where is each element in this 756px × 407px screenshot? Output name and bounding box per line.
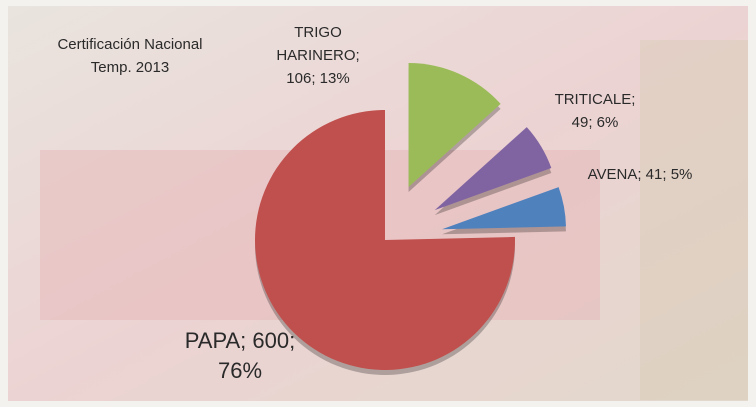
chart-title: Temp. 2013 — [91, 59, 169, 76]
data-label: TRITICALE; — [555, 91, 636, 108]
pie-slice — [255, 110, 515, 370]
data-label: AVENA; 41; 5% — [588, 166, 693, 183]
data-label: 76% — [218, 358, 262, 383]
data-label: TRIGO — [294, 24, 342, 41]
pie-slice — [442, 187, 566, 230]
chart-title: Certificación Nacional — [57, 36, 202, 53]
data-label: 106; 13% — [286, 70, 349, 87]
pie-slice — [408, 63, 501, 188]
background-wall — [640, 40, 748, 400]
data-label: PAPA; 600; — [185, 328, 295, 353]
data-label: HARINERO; — [276, 47, 359, 64]
pie-slice — [434, 127, 552, 211]
data-label: 49; 6% — [572, 114, 619, 131]
